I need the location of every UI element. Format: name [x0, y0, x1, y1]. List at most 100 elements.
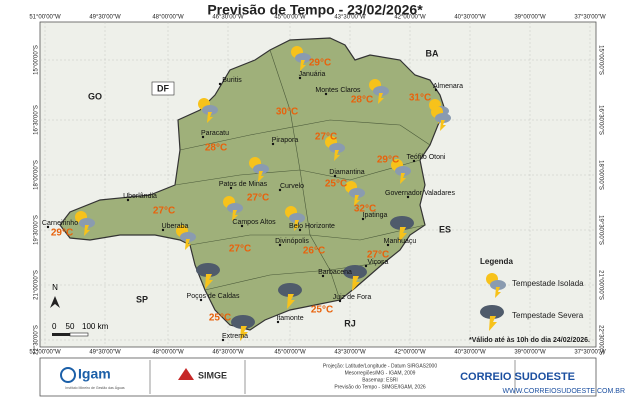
longitude-label: 48°00'00"W	[152, 350, 184, 356]
longitude-label: 40°30'00"W	[454, 350, 486, 356]
region-borders	[174, 49, 431, 301]
city-label: Ipatinga	[363, 212, 388, 219]
bolt-icon	[84, 225, 90, 236]
longitude-label: 48°00'00"W	[152, 15, 184, 21]
city-label: Curvelo	[280, 183, 304, 190]
temperature-label: 26°C	[303, 246, 325, 257]
bolt-icon	[352, 276, 360, 291]
longitude-label: 49°30'00"W	[89, 350, 121, 356]
temperature-label: 27°C	[247, 193, 269, 204]
state-label: RJ	[344, 318, 356, 328]
city-dot	[361, 217, 365, 221]
cloud-icon	[278, 283, 302, 297]
longitude-label: 46°30'00"W	[212, 350, 244, 356]
bolt-icon	[300, 60, 306, 71]
city-dot	[364, 264, 368, 268]
city-label: Belo Horizonte	[289, 223, 335, 230]
bolt-icon	[378, 93, 384, 104]
igam-logo	[60, 367, 76, 383]
bolt-icon	[495, 287, 501, 298]
bolt-icon	[400, 173, 406, 184]
latitude-label: 22°30'00"S	[34, 325, 40, 355]
city-label: Montes Claros	[315, 87, 361, 94]
longitude-label: 37°30'00"W	[574, 350, 606, 356]
city-label: Buritis	[222, 77, 242, 84]
longitude-label: 43°30'00"W	[334, 350, 366, 356]
city-dot	[221, 338, 225, 342]
city-label: Almenara	[433, 83, 463, 90]
city-label: Teófilo Otoni	[407, 154, 446, 161]
bolt-icon	[294, 220, 300, 231]
logo-text: Igam	[78, 366, 111, 382]
city-dot	[126, 198, 130, 202]
cloud-icon	[289, 213, 305, 223]
city-label: Itamonte	[276, 315, 303, 322]
city-dot	[276, 320, 280, 324]
city-dot	[298, 228, 302, 232]
city-dot	[298, 76, 302, 80]
latitude-label: 16°30'00"S	[34, 105, 40, 135]
logo-caption: Instituto Mineiro de Gestão das Águas	[65, 386, 125, 390]
city-dot	[321, 274, 325, 278]
cloud-icon	[295, 53, 311, 63]
bolt-icon	[207, 112, 213, 123]
brand-url: WWW.CORREIOSUDOESTE.COM.BR	[503, 388, 626, 395]
city-dot	[271, 142, 275, 146]
city-dot	[434, 88, 438, 92]
latitude-label: 16°30'00"S	[597, 105, 603, 135]
projection-text: Previsão do Tempo - SIMGE/IGAM, 2026	[334, 384, 426, 390]
cloud-icon	[227, 203, 243, 213]
state-label: ES	[439, 224, 451, 234]
temperature-label: 32°C	[354, 204, 376, 215]
city-dot	[406, 195, 410, 199]
simge-logo	[178, 368, 194, 380]
projection-text: Mesorregiões/MG - IGAM, 2009	[345, 370, 416, 376]
temperature-label: 25°C	[209, 313, 231, 324]
scale-bar	[69, 332, 89, 337]
longitude-label: 46°30'00"W	[212, 15, 244, 21]
state-label: BA	[426, 48, 439, 58]
city-dot	[218, 82, 222, 86]
cloud-icon	[202, 105, 218, 115]
temperature-label: 25°C	[311, 305, 333, 316]
temperature-label: 27°C	[153, 206, 175, 217]
longitude-label: 39°00'00"W	[514, 350, 546, 356]
city-dot	[386, 243, 390, 247]
cloud-icon	[480, 305, 504, 319]
bolt-icon	[240, 326, 248, 341]
footer-frame	[39, 357, 597, 397]
latitude-label: 21°00'00"S	[597, 270, 603, 300]
city-dot	[278, 188, 282, 192]
bolt-icon	[185, 239, 191, 250]
bolt-icon	[232, 210, 238, 221]
city-label: Governador Valadares	[385, 190, 455, 197]
temperature-label: 29°C	[377, 155, 399, 166]
bolt-icon	[258, 171, 264, 182]
latitude-label: 19°30'00"S	[597, 215, 603, 245]
bolt-icon	[334, 150, 340, 161]
city-dot	[324, 92, 328, 96]
map-title: Previsão de Tempo - 23/02/2026*	[207, 2, 423, 18]
city-label: Uberaba	[162, 223, 189, 230]
legend-title: Legenda	[480, 257, 513, 266]
cloud-icon	[349, 188, 365, 198]
legend-item: Tempestade Isolada	[512, 279, 584, 288]
bolt-icon	[489, 316, 497, 331]
city-label: Extrema	[222, 333, 248, 340]
temperature-label: 27°C	[367, 250, 389, 261]
city-label: Juiz de Fora	[333, 294, 372, 301]
temperature-label: 29°C	[51, 228, 73, 239]
state-label: GO	[88, 91, 102, 101]
cloud-icon	[231, 315, 255, 329]
cloud-icon	[329, 143, 345, 153]
cloud-icon	[180, 232, 196, 242]
bolt-icon	[205, 274, 213, 289]
city-label: Carneirinho	[42, 220, 78, 227]
validity-note: *Válido até às 10h do dia 24/02/2026.	[469, 337, 590, 344]
city-label: Divinópolis	[275, 238, 309, 245]
cloud-icon	[253, 164, 269, 174]
city-dot	[333, 174, 337, 178]
scale-bar	[52, 333, 70, 336]
city-label: Diamantina	[329, 169, 365, 176]
